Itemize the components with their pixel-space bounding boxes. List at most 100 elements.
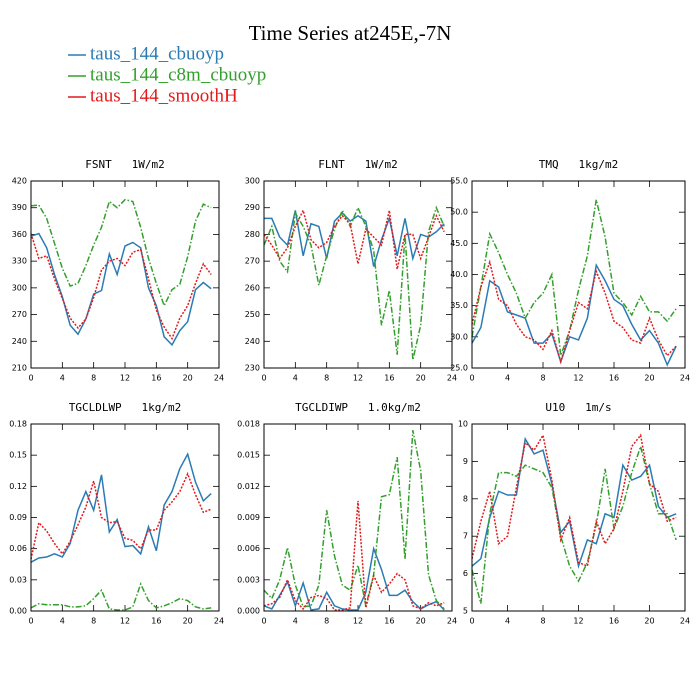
series-line [471,443,677,604]
x-tick-label: 12 [573,374,583,383]
y-tick-label: 240 [245,337,260,346]
series-line [263,545,445,611]
y-tick-label: 8 [463,494,468,503]
plot-frame [471,423,686,612]
series-line [30,581,212,611]
series-line [264,210,445,267]
y-tick-label: 0.15 [9,451,27,460]
x-tick-label: 4 [505,617,510,626]
panel-title: U10 1m/s [545,401,611,414]
series-line [471,262,677,367]
x-tick-label: 8 [540,374,545,383]
y-tick-label: 45.0 [450,239,468,248]
legend-label: taus_144_c8m_cbuoyp [90,64,266,85]
x-tick-label: 4 [293,617,298,626]
y-tick-label: 0.000 [237,607,260,616]
x-tick-label: 24 [447,617,457,626]
y-tick-label: 0.003 [237,575,260,584]
y-tick-label: 0.09 [9,513,27,522]
y-tick-label: 7 [463,532,468,541]
x-tick-label: 20 [644,617,654,626]
series-line [471,436,677,570]
x-tick-label: 0 [261,617,266,626]
x-tick-label: 16 [384,617,394,626]
y-tick-label: 390 [12,203,27,212]
x-tick-label: 24 [680,617,690,626]
x-tick-label: 20 [416,374,426,383]
x-tick-label: 4 [505,374,510,383]
series-line [30,198,212,308]
x-tick-label: 8 [91,617,96,626]
x-tick-label: 8 [540,617,545,626]
y-tick-label: 40.0 [450,270,468,279]
y-tick-label: 210 [12,364,27,373]
panel-title: TGCLDLWP 1kg/m2 [69,401,182,414]
y-tick-label: 35.0 [450,301,468,310]
series-line [263,205,445,361]
y-tick-label: 0.06 [9,544,27,553]
x-tick-label: 16 [384,374,394,383]
series-line [263,208,445,270]
y-tick-label: 330 [12,257,27,266]
x-tick-label: 8 [324,374,329,383]
series-line [471,433,677,568]
y-tick-label: 30.0 [450,332,468,341]
plot-frame [471,180,686,369]
y-tick-label: 300 [12,283,27,292]
y-tick-label: 9 [463,457,468,466]
y-tick-label: 0.015 [237,451,260,460]
x-tick-label: 12 [120,374,130,383]
x-tick-label: 4 [60,617,65,626]
series-line [471,259,677,365]
legend-label: taus_144_smoothH [90,85,238,106]
x-tick-label: 12 [353,617,363,626]
plot-frame [30,423,220,612]
plot-frame [263,180,453,369]
x-tick-label: 0 [28,374,33,383]
x-tick-label: 0 [469,617,474,626]
x-tick-label: 12 [573,617,583,626]
series-line [30,233,212,341]
x-tick-label: 0 [28,617,33,626]
y-tick-label: 270 [12,310,27,319]
y-tick-label: 0.18 [9,420,27,429]
y-tick-label: 260 [245,283,260,292]
x-tick-label: 4 [293,374,298,383]
series-line [263,500,445,611]
series-line [263,430,445,610]
series-line [30,471,212,560]
y-tick-label: 0.03 [9,575,27,584]
y-tick-label: 300 [245,177,260,186]
panel-title: FSNT 1W/m2 [85,158,164,171]
y-tick-label: 0.012 [237,482,260,491]
y-tick-label: 0.00 [9,607,27,616]
y-tick-label: 6 [463,569,468,578]
y-tick-label: 420 [12,177,27,186]
y-tick-label: 280 [245,230,260,239]
panel-title: TMQ 1kg/m2 [539,158,618,171]
x-tick-label: 16 [609,374,619,383]
figure-title: Time Series at245E,-7N [249,21,452,45]
x-tick-label: 12 [120,617,130,626]
x-tick-label: 4 [60,374,65,383]
x-tick-label: 0 [261,374,266,383]
x-tick-label: 16 [609,617,619,626]
plot-frame [263,423,453,612]
x-tick-label: 20 [183,617,193,626]
series-line [30,452,212,563]
x-tick-label: 0 [469,374,474,383]
x-tick-label: 8 [91,374,96,383]
x-tick-label: 12 [353,374,363,383]
x-tick-label: 24 [447,374,457,383]
x-tick-label: 8 [324,617,329,626]
x-tick-label: 20 [644,374,654,383]
y-tick-label: 290 [245,203,260,212]
x-tick-label: 20 [416,617,426,626]
y-tick-label: 50.0 [450,208,468,217]
plot-frame [30,180,220,369]
y-tick-label: 250 [245,310,260,319]
x-tick-label: 20 [183,374,193,383]
x-tick-label: 16 [151,617,161,626]
